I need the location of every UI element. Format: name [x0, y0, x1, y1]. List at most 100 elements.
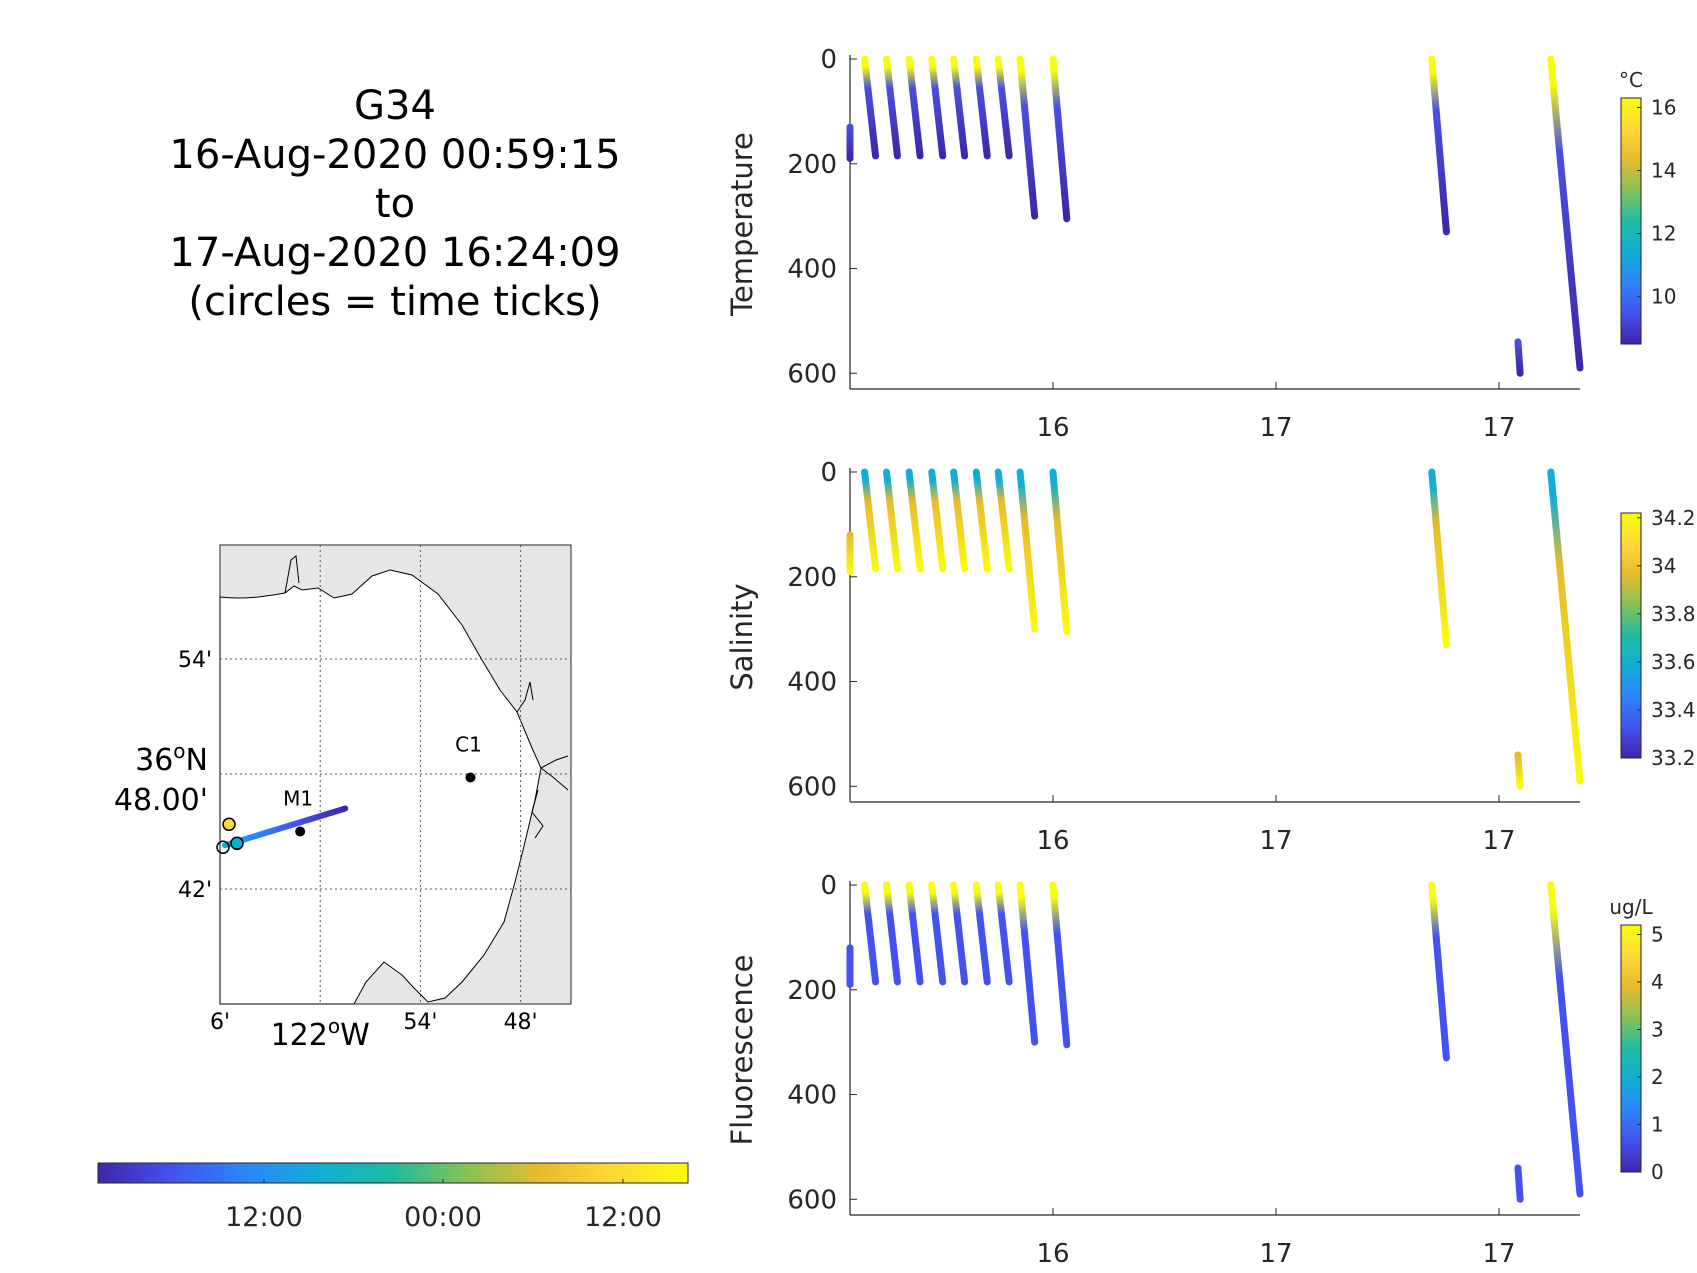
- mooring-dot: [295, 826, 306, 837]
- colorbar-tick-label: 34: [1651, 554, 1676, 578]
- cast-profile: [1547, 468, 1584, 785]
- y-axis-label: Fluorescence: [725, 954, 759, 1145]
- y-tick-label: 400: [787, 1081, 837, 1111]
- longitude-labels: 6' 122oW 54' 48': [210, 1010, 538, 1053]
- colorbar-tick-label: 3: [1651, 1018, 1664, 1042]
- fluorescence-section: 0 200 400 600 16 17 17 Fluorescence 0 1 2 3 4 5 ug/L: [725, 871, 1664, 1269]
- cast-profile: [883, 881, 901, 986]
- lon-degree-label: 122oW: [271, 1014, 370, 1053]
- cast-profile: [1428, 468, 1450, 649]
- x-tick-label: 17: [1482, 1239, 1515, 1269]
- colorbar-tick-label: 5: [1651, 923, 1664, 947]
- colorbar-tick-label: 4: [1651, 970, 1664, 994]
- cast-profile: [1514, 751, 1524, 790]
- cast-profile: [994, 468, 1013, 573]
- y-tick-label: 400: [787, 668, 837, 698]
- salinity-section: 0 200 400 600 16 17 17 Salinity 33.2 33.4 33.6 33.8…: [725, 458, 1696, 856]
- coastline-detail: [284, 555, 569, 839]
- time-tick-circle: [216, 840, 230, 855]
- colorbar: 33.2 33.4 33.6 33.8 34 34.2: [1620, 506, 1696, 770]
- temperature-section: 0 200 400 600 16 17 17 Temperature 10 12 14 16 °C: [725, 45, 1676, 443]
- cast-profile: [1049, 55, 1071, 223]
- cast-profile: [1016, 468, 1039, 633]
- cast-profile: [905, 881, 924, 986]
- lat-minutes-label: 48.00': [114, 783, 208, 818]
- colorbar: 10 12 14 16 °C: [1619, 68, 1676, 345]
- y-tick-label: 600: [787, 1185, 837, 1215]
- cast-profile: [905, 468, 924, 573]
- ocean-area: [219, 569, 542, 1005]
- lon-tick-label: 48': [504, 1010, 538, 1035]
- cast-profile: [1428, 881, 1450, 1062]
- colorbar-tick-label: 34.2: [1651, 506, 1696, 530]
- y-axis-label: Salinity: [725, 583, 759, 690]
- cast-profile: [905, 55, 924, 160]
- cast-profile: [883, 468, 901, 573]
- cast-profile: [1547, 55, 1584, 372]
- x-tick-label: 17: [1482, 826, 1515, 856]
- x-tick-label: 16: [1036, 1239, 1069, 1269]
- cast-profile: [1514, 338, 1524, 377]
- time-colorbar-label: 12:00: [584, 1202, 662, 1233]
- latitude-labels: 54' 36oN 48.00' 42': [114, 648, 212, 903]
- y-tick-label: 400: [787, 255, 837, 285]
- y-tick-label: 200: [787, 563, 837, 593]
- cast-profile: [928, 55, 947, 160]
- figure-title: G34 16-Aug-2020 00:59:15 to 17-Aug-2020 …: [60, 82, 730, 327]
- cast-profile: [1049, 881, 1071, 1049]
- glider-id: G34: [354, 83, 436, 129]
- time-colorbar-label: 00:00: [404, 1202, 482, 1233]
- cast-profile: [883, 55, 901, 160]
- cast-profile: [1016, 55, 1039, 220]
- cast-profile: [1547, 881, 1584, 1198]
- time-colorbar-gradient: [97, 1162, 689, 1184]
- y-tick-label: 0: [820, 458, 837, 488]
- y-tick-label: 0: [820, 45, 837, 75]
- cast-profile: [950, 468, 969, 573]
- colorbar-tick-label: 12: [1651, 222, 1676, 246]
- colorbar-tick-label: 0: [1651, 1160, 1664, 1184]
- cast-profile: [994, 55, 1013, 160]
- colorbar-tick-label: 33.2: [1651, 746, 1696, 770]
- colorbar-tick-label: 10: [1651, 285, 1676, 309]
- cast-profile: [861, 468, 880, 573]
- colorbar: 0 1 2 3 4 5 ug/L: [1609, 895, 1663, 1184]
- colorbar-unit: ug/L: [1609, 895, 1653, 919]
- colorbar-gradient: [1620, 924, 1642, 1173]
- colorbar-tick-label: 33.6: [1651, 650, 1696, 674]
- colorbar-gradient: [1620, 512, 1642, 759]
- cast-profile: [994, 881, 1013, 986]
- colorbar-tick-label: 16: [1651, 95, 1676, 119]
- mooring-label: M1: [283, 787, 313, 811]
- cast-profile: [972, 55, 991, 160]
- colorbar-tick-label: 33.4: [1651, 698, 1696, 722]
- time-tick-circle: [230, 836, 244, 851]
- colorbar-gradient: [1620, 97, 1642, 345]
- y-axis-label: Temperature: [725, 132, 759, 317]
- lat-tick-label: 42': [178, 878, 212, 903]
- cast-profile: [861, 881, 880, 986]
- cast-profile: [1049, 468, 1071, 636]
- colorbar-tick-label: 1: [1651, 1113, 1664, 1137]
- lat-degree-label: 36oN: [135, 739, 208, 778]
- track-map: 54' 36oN 48.00' 42' 6' 122oW 54' 48' M1 C1: [114, 544, 572, 1053]
- time-colorbar-label: 12:00: [225, 1202, 303, 1233]
- cast-profile: [928, 468, 947, 573]
- colorbar-unit: °C: [1619, 68, 1643, 92]
- x-tick-label: 17: [1259, 413, 1292, 443]
- time-tick-circle: [222, 817, 236, 832]
- cast-profile: [950, 55, 969, 160]
- lon-tick-label: 6': [210, 1010, 230, 1035]
- mooring-dot: [465, 772, 476, 783]
- cast-profile: [861, 55, 880, 160]
- y-tick-label: 200: [787, 976, 837, 1006]
- title-note: (circles = time ticks): [188, 279, 602, 325]
- y-tick-label: 600: [787, 359, 837, 389]
- cast-profile: [1016, 881, 1039, 1046]
- end-time: 17-Aug-2020 16:24:09: [169, 230, 621, 276]
- cast-profile: [972, 881, 991, 986]
- colorbar-tick-label: 33.8: [1651, 602, 1696, 626]
- cast-profile: [1428, 55, 1450, 236]
- lat-tick-label: 54': [178, 648, 212, 673]
